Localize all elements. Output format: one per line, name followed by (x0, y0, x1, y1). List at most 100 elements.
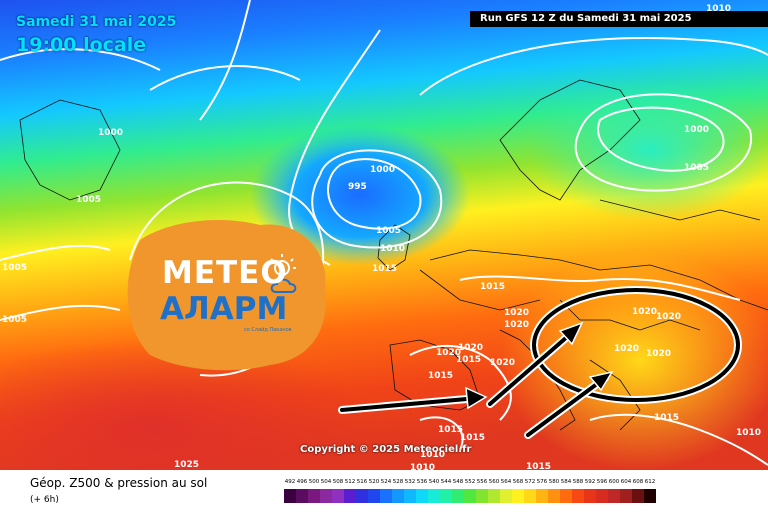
isobar-label: 1015 (456, 355, 482, 365)
isobar-label: 1020 (458, 343, 484, 353)
legend-label: 500 (308, 479, 320, 485)
isobar-label: 1020 (504, 308, 530, 318)
cloud-icon (270, 278, 297, 293)
legend-swatch (560, 489, 572, 503)
legend-swatch (464, 489, 476, 503)
isobar-label: 1010 (420, 450, 446, 460)
flow-arrows (338, 321, 614, 439)
legend-label: 504 (320, 479, 332, 485)
legend-swatch (320, 489, 332, 503)
isobar-label: 1010 (736, 428, 762, 438)
isobar-label: 1015 (526, 462, 552, 470)
isobar-label: 1020 (656, 312, 682, 322)
legend-label: 584 (560, 479, 572, 485)
legend-swatch (404, 489, 416, 503)
legend-label: 576 (536, 479, 548, 485)
legend-swatch (332, 489, 344, 503)
isobar-label: 1020 (646, 349, 672, 359)
isobar-label: 1005 (684, 163, 710, 173)
legend-label: 600 (608, 479, 620, 485)
legend-label: 532 (404, 479, 416, 485)
map-canvas (0, 0, 768, 470)
isobar-label: 1015 (372, 264, 398, 274)
legend-label: 568 (512, 479, 524, 485)
scandinavia-field (530, 80, 768, 220)
legend-label: 608 (632, 479, 644, 485)
legend-swatch (416, 489, 428, 503)
legend-label: 548 (452, 479, 464, 485)
legend-label: 512 (344, 479, 356, 485)
legend-swatch (512, 489, 524, 503)
isobar-label: 1015 (460, 433, 486, 443)
legend-label: 516 (356, 479, 368, 485)
legend-label: 596 (596, 479, 608, 485)
legend-swatch (476, 489, 488, 503)
legend-label: 508 (332, 479, 344, 485)
legend-swatch (584, 489, 596, 503)
isobar-label: 1020 (490, 358, 516, 368)
isobar-label: 1025 (174, 460, 200, 470)
copyright-notice: Copyright © 2025 Meteociel.fr (300, 444, 472, 455)
isobar-label: 1005 (2, 315, 28, 325)
isobar-label: 1020 (614, 344, 640, 354)
legend-swatch (440, 489, 452, 503)
isobar-label: 1005 (376, 226, 402, 236)
legend-label: 492 (284, 479, 296, 485)
legend-label: 588 (572, 479, 584, 485)
logo-text-meteo: МЕТЕО (162, 255, 288, 291)
isobar-label: 995 (348, 182, 367, 192)
isobar-label: 1015 (438, 425, 464, 435)
forecast-time: 19:00 locale (16, 34, 147, 56)
legend-label: 544 (440, 479, 452, 485)
legend-swatch (380, 489, 392, 503)
isobar-label: 1020 (504, 320, 530, 330)
isobar-label: 1015 (654, 413, 680, 423)
legend-swatch (632, 489, 644, 503)
legend-label: 528 (392, 479, 404, 485)
isobar-label: 1015 (428, 371, 454, 381)
legend-swatch (428, 489, 440, 503)
map-footer: Géop. Z500 & pression au sol (+ 6h) 492 4… (0, 470, 768, 512)
legend-label: 552 (464, 479, 476, 485)
color-scale-legend: 492 496 500 504 508 512 516 520 524 528 532 536 540 5… (284, 479, 656, 503)
legend-label: 572 (524, 479, 536, 485)
legend-label: 592 (584, 479, 596, 485)
weather-map: Samedi 31 mai 2025 19:00 locale Run GFS … (0, 0, 768, 470)
legend-swatch (536, 489, 548, 503)
legend-swatch (620, 489, 632, 503)
legend-swatch (344, 489, 356, 503)
model-run-banner: Run GFS 12 Z du Samedi 31 mai 2025 (470, 11, 768, 27)
legend-swatch (572, 489, 584, 503)
legend-swatch (608, 489, 620, 503)
isobar-label: 1015 (480, 282, 506, 292)
legend-label: 580 (548, 479, 560, 485)
legend-color-bar (284, 489, 656, 503)
isobar-label: 1005 (76, 195, 102, 205)
legend-swatch (596, 489, 608, 503)
legend-swatch (644, 489, 656, 503)
legend-label: 612 (644, 479, 656, 485)
isobar-label: 1010 (380, 244, 406, 254)
legend-label: 540 (428, 479, 440, 485)
isobar-label: 1020 (436, 348, 462, 358)
sun-icon (270, 254, 296, 276)
forecast-date: Samedi 31 mai 2025 (16, 14, 177, 30)
isobar-label: 1000 (98, 128, 124, 138)
legend-label: 564 (500, 479, 512, 485)
forecast-offset: (+ 6h) (30, 495, 59, 505)
field-title: Géop. Z500 & pression au sol (30, 476, 208, 490)
isobar-label: 1020 (632, 307, 658, 317)
legend-swatch (488, 489, 500, 503)
legend-label: 556 (476, 479, 488, 485)
legend-label: 560 (488, 479, 500, 485)
legend-label: 536 (416, 479, 428, 485)
isobar-label: 1000 (684, 125, 710, 135)
isobar-label: 1010 (410, 463, 436, 470)
legend-label: 604 (620, 479, 632, 485)
legend-swatch (368, 489, 380, 503)
legend-swatch (284, 489, 296, 503)
logo-badge (127, 220, 326, 371)
legend-label: 524 (380, 479, 392, 485)
low-pressure-field (250, 125, 470, 265)
legend-swatch (296, 489, 308, 503)
